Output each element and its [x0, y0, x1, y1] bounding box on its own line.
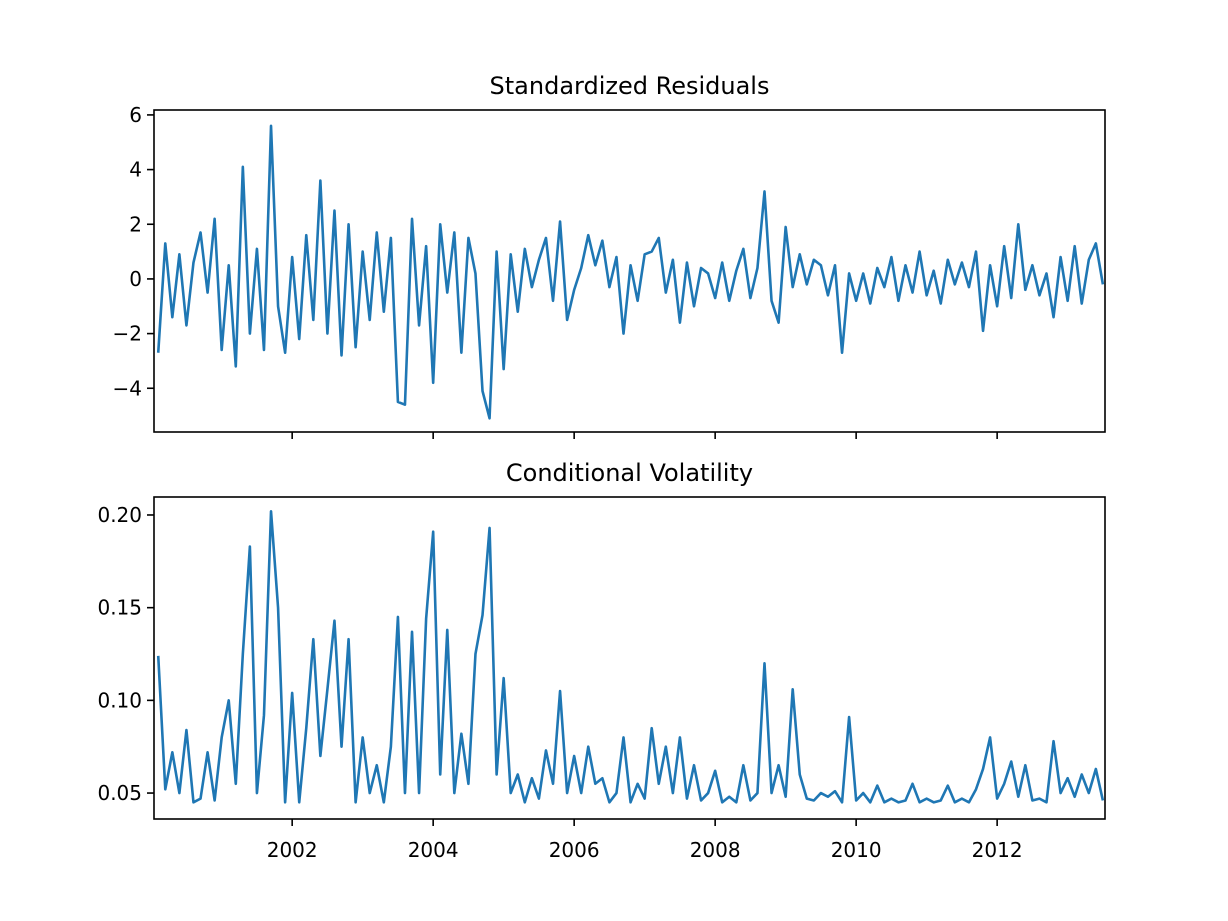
y-tick-label: 2: [129, 212, 142, 236]
x-tick-label: 2008: [690, 838, 741, 862]
axes-frame: [153, 109, 1106, 433]
x-tick-label: 2004: [408, 838, 459, 862]
y-tick-label: 0.05: [97, 781, 142, 805]
y-tick-label: 4: [129, 158, 142, 182]
y-tick-label: −2: [113, 322, 142, 346]
axes-frame: [153, 496, 1106, 820]
series-line: [156, 124, 1105, 420]
x-tick-label: 2010: [831, 838, 882, 862]
chart-title: Conditional Volatility: [506, 459, 753, 487]
y-tick-label: −4: [113, 376, 142, 400]
y-tick-label: 0.15: [97, 596, 142, 620]
x-tick-label: 2012: [972, 838, 1023, 862]
y-tick-label: 6: [129, 103, 142, 127]
y-tick-label: 0.10: [97, 688, 142, 712]
series-line: [156, 509, 1105, 804]
x-tick-label: 2006: [549, 838, 600, 862]
y-tick-label: 0.20: [97, 503, 142, 527]
y-tick-label: 0: [129, 267, 142, 291]
chart-title: Standardized Residuals: [490, 72, 770, 100]
x-tick-label: 2002: [267, 838, 318, 862]
